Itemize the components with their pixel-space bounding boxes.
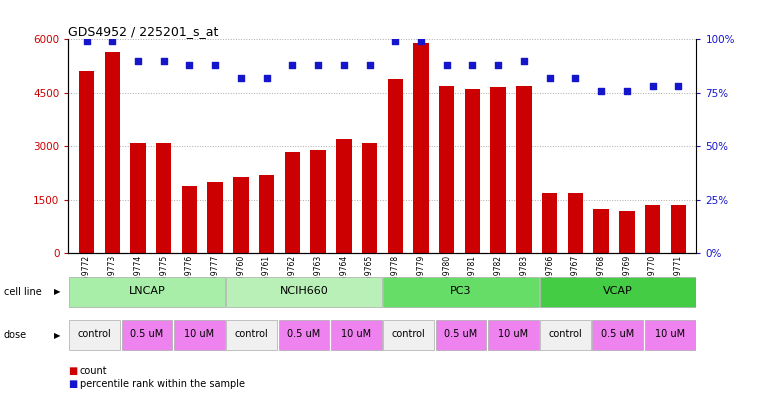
Text: 0.5 uM: 0.5 uM [288, 329, 320, 340]
Bar [259, 175, 274, 253]
Point [235, 75, 247, 81]
Point [389, 38, 401, 44]
Text: cell line: cell line [4, 287, 42, 297]
Text: control: control [549, 329, 582, 340]
Bar [104, 52, 120, 253]
Bar [516, 86, 532, 253]
Point [415, 38, 427, 44]
Bar [336, 139, 352, 253]
Point [260, 75, 272, 81]
Point [569, 75, 581, 81]
Bar [156, 143, 171, 253]
Point [106, 38, 118, 44]
Bar [285, 152, 300, 253]
Text: GDS4952 / 225201_s_at: GDS4952 / 225201_s_at [68, 25, 219, 38]
Bar [226, 320, 277, 350]
Text: 0.5 uM: 0.5 uM [601, 329, 635, 340]
Bar [619, 211, 635, 253]
Text: dose: dose [4, 330, 27, 340]
Bar [542, 193, 557, 253]
Text: 10 uM: 10 uM [655, 329, 685, 340]
Text: control: control [392, 329, 425, 340]
Text: control: control [234, 329, 269, 340]
Bar [491, 88, 506, 253]
Point [595, 88, 607, 94]
Bar [122, 320, 172, 350]
Point [672, 83, 684, 90]
Bar [361, 143, 377, 253]
Text: 10 uM: 10 uM [341, 329, 371, 340]
Bar [645, 320, 696, 350]
Text: VCAP: VCAP [603, 286, 632, 296]
Bar [69, 277, 224, 307]
Bar [645, 205, 661, 253]
Bar [540, 277, 696, 307]
Point [338, 62, 350, 68]
Point [441, 62, 453, 68]
Text: 0.5 uM: 0.5 uM [444, 329, 477, 340]
Bar [279, 320, 330, 350]
Bar [435, 320, 486, 350]
Point [81, 38, 93, 44]
Point [364, 62, 376, 68]
Point [543, 75, 556, 81]
Text: NCIH660: NCIH660 [279, 286, 328, 296]
Bar [69, 320, 120, 350]
Text: ■: ■ [68, 379, 78, 389]
Bar [233, 177, 249, 253]
Bar [465, 89, 480, 253]
Point [517, 57, 530, 64]
Bar [130, 143, 145, 253]
Point [621, 88, 633, 94]
Bar [384, 320, 434, 350]
Bar [413, 43, 428, 253]
Text: LNCAP: LNCAP [129, 286, 165, 296]
Bar [331, 320, 381, 350]
Text: ■: ■ [68, 366, 78, 376]
Text: ▶: ▶ [54, 331, 61, 340]
Text: 0.5 uM: 0.5 uM [130, 329, 164, 340]
Point [492, 62, 505, 68]
Point [209, 62, 221, 68]
Point [183, 62, 196, 68]
Bar [670, 205, 686, 253]
Bar [182, 185, 197, 253]
Point [466, 62, 479, 68]
Text: ▶: ▶ [54, 287, 61, 296]
Text: 10 uM: 10 uM [184, 329, 215, 340]
Point [312, 62, 324, 68]
Bar [593, 320, 643, 350]
Bar [226, 277, 381, 307]
Point [132, 57, 144, 64]
Point [647, 83, 659, 90]
Text: PC3: PC3 [450, 286, 472, 296]
Point [286, 62, 298, 68]
Bar [568, 193, 583, 253]
Point [158, 57, 170, 64]
Text: 10 uM: 10 uM [498, 329, 528, 340]
Bar [310, 150, 326, 253]
Bar [174, 320, 224, 350]
Bar [208, 182, 223, 253]
Bar [488, 320, 539, 350]
Text: percentile rank within the sample: percentile rank within the sample [80, 379, 245, 389]
Bar [439, 86, 454, 253]
Bar [387, 79, 403, 253]
Bar [79, 72, 94, 253]
Bar [540, 320, 591, 350]
Bar [384, 277, 539, 307]
Text: count: count [80, 366, 107, 376]
Text: control: control [78, 329, 112, 340]
Bar [594, 209, 609, 253]
